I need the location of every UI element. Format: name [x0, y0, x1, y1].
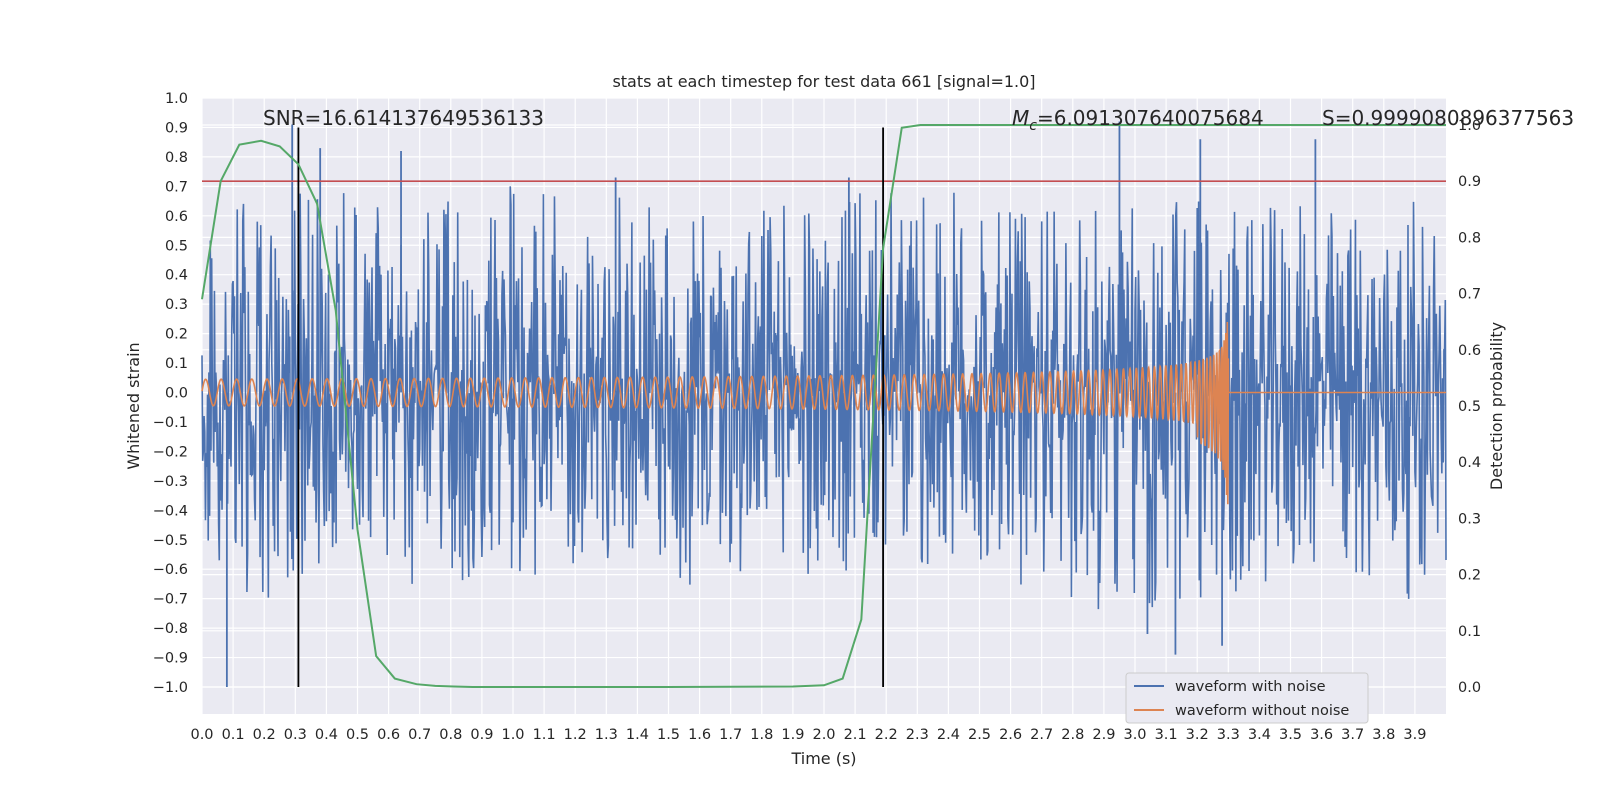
- x-tick-label: 3.4: [1248, 727, 1271, 743]
- y-tick-label: −1.0: [153, 680, 188, 696]
- x-tick-label: 0.9: [470, 727, 493, 743]
- snr-annotation: SNR=16.614137649536133: [263, 106, 544, 130]
- x-axis-label: Time (s): [790, 749, 856, 768]
- y2-tick-label: 0.3: [1458, 511, 1481, 527]
- legend-noise-label: waveform with noise: [1175, 679, 1326, 695]
- x-tick-label: 1.8: [750, 727, 773, 743]
- y-tick-label: 0.5: [165, 238, 188, 254]
- x-tick-label: 1.3: [595, 727, 618, 743]
- y-tick-label: 0.6: [165, 209, 188, 225]
- x-tick-label: 2.6: [999, 727, 1022, 743]
- y2-tick-label: 0.6: [1458, 343, 1481, 359]
- y-tick-label: 0.7: [165, 179, 188, 195]
- x-tick-label: 3.3: [1217, 727, 1240, 743]
- grid: [201, 97, 1446, 714]
- x-tick-label: 0.2: [253, 727, 276, 743]
- x-tick-label: 0.8: [439, 727, 462, 743]
- x-axis-ticks: 0.0 0.1 0.2 0.3 0.4 0.5 0.6 0.7 0.8 0.9 1.0 1.1 1.2 1…: [190, 727, 1426, 743]
- y-tick-label: −0.6: [153, 562, 188, 578]
- y2-tick-label: 1.0: [1458, 118, 1481, 134]
- noisy-waveform-line: [201, 186, 1447, 610]
- x-tick-label: 2.1: [844, 727, 867, 743]
- s-annotation: S=0.9999080896377563: [1322, 106, 1574, 130]
- y-tick-label: 0.1: [165, 356, 188, 372]
- y-tick-label: −0.9: [153, 651, 188, 667]
- x-tick-label: 2.5: [968, 727, 991, 743]
- y2-axis-ticks: 0.0 0.1 0.2 0.3 0.4 0.5 0.6 0.7 0.8 0.9 1.0: [1458, 118, 1481, 696]
- y-tick-label: 0.8: [165, 150, 188, 166]
- y2-tick-label: 0.2: [1458, 568, 1481, 584]
- y-tick-label: 0.4: [165, 268, 188, 284]
- x-tick-label: 3.1: [1155, 727, 1178, 743]
- x-tick-label: 2.4: [937, 727, 960, 743]
- x-tick-label: 3.5: [1279, 727, 1302, 743]
- y2-tick-label: 0.8: [1458, 230, 1481, 246]
- x-tick-label: 1.1: [533, 727, 556, 743]
- x-tick-label: 0.3: [284, 727, 307, 743]
- y-tick-label: 0.9: [165, 120, 188, 136]
- y-tick-label: −0.2: [153, 444, 188, 460]
- chart-title: stats at each timestep for test data 661…: [612, 72, 1035, 91]
- x-tick-label: 0.4: [315, 727, 338, 743]
- y-tick-label: −0.3: [153, 474, 188, 490]
- x-tick-label: 0.6: [377, 727, 400, 743]
- y-tick-label: 1.0: [165, 91, 188, 107]
- x-tick-label: 0.1: [222, 727, 245, 743]
- x-tick-label: 3.9: [1403, 727, 1426, 743]
- y2-axis-label: Detection probability: [1487, 322, 1506, 490]
- y-tick-label: 0.0: [165, 386, 188, 402]
- x-tick-label: 1.0: [501, 727, 524, 743]
- y2-tick-label: 0.1: [1458, 624, 1481, 640]
- y-tick-label: 0.2: [165, 327, 188, 343]
- y-axis-ticks: 1.0 0.9 0.8 0.7 0.6 0.5 0.4 0.3 0.2 0.1 0.0 −0.1 −0.…: [153, 91, 188, 696]
- y2-tick-label: 0.7: [1458, 287, 1481, 303]
- legend-box: [1125, 672, 1369, 724]
- chirp-mass-annotation: Mc=6.091307640075684: [1012, 106, 1264, 134]
- y-axis-label: Whitened strain: [124, 342, 143, 469]
- x-tick-label: 1.7: [719, 727, 742, 743]
- y-tick-label: −0.8: [153, 621, 188, 637]
- y-tick-label: −0.4: [153, 503, 188, 519]
- x-tick-label: 2.8: [1061, 727, 1084, 743]
- x-tick-label: 1.9: [781, 727, 804, 743]
- y-tick-label: −0.1: [153, 415, 188, 431]
- x-tick-label: 0.0: [190, 727, 213, 743]
- x-tick-label: 3.8: [1372, 727, 1395, 743]
- x-tick-label: 1.6: [688, 727, 711, 743]
- x-tick-label: 1.4: [626, 727, 649, 743]
- legend: waveform with noise waveform without noi…: [1125, 672, 1369, 724]
- y-tick-label: 0.3: [165, 297, 188, 313]
- x-tick-label: 2.3: [906, 727, 929, 743]
- y-tick-label: −0.5: [153, 533, 188, 549]
- x-tick-label: 1.2: [564, 727, 587, 743]
- x-tick-label: 3.7: [1341, 727, 1364, 743]
- x-tick-label: 0.5: [346, 727, 369, 743]
- clean-waveform-line: [201, 321, 1446, 505]
- detection-probability-line: [201, 124, 1446, 688]
- legend-clean-label: waveform without noise: [1175, 703, 1349, 719]
- y2-tick-label: 0.5: [1458, 399, 1481, 415]
- y2-tick-label: 0.4: [1458, 455, 1481, 471]
- x-tick-label: 2.0: [812, 727, 835, 743]
- x-tick-label: 3.0: [1123, 727, 1146, 743]
- x-tick-label: 2.9: [1092, 727, 1115, 743]
- plot-content: [201, 121, 1447, 688]
- x-tick-label: 2.2: [875, 727, 898, 743]
- y-tick-label: −0.7: [153, 592, 188, 608]
- x-tick-label: 2.7: [1030, 727, 1053, 743]
- x-tick-label: 3.6: [1310, 727, 1333, 743]
- y2-tick-label: 0.0: [1458, 680, 1481, 696]
- x-tick-label: 0.7: [408, 727, 431, 743]
- y2-tick-label: 0.9: [1458, 174, 1481, 190]
- x-tick-label: 3.2: [1186, 727, 1209, 743]
- x-tick-label: 1.5: [657, 727, 680, 743]
